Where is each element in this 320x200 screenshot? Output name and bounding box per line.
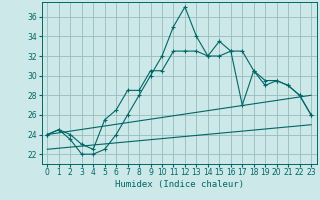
X-axis label: Humidex (Indice chaleur): Humidex (Indice chaleur) <box>115 180 244 189</box>
